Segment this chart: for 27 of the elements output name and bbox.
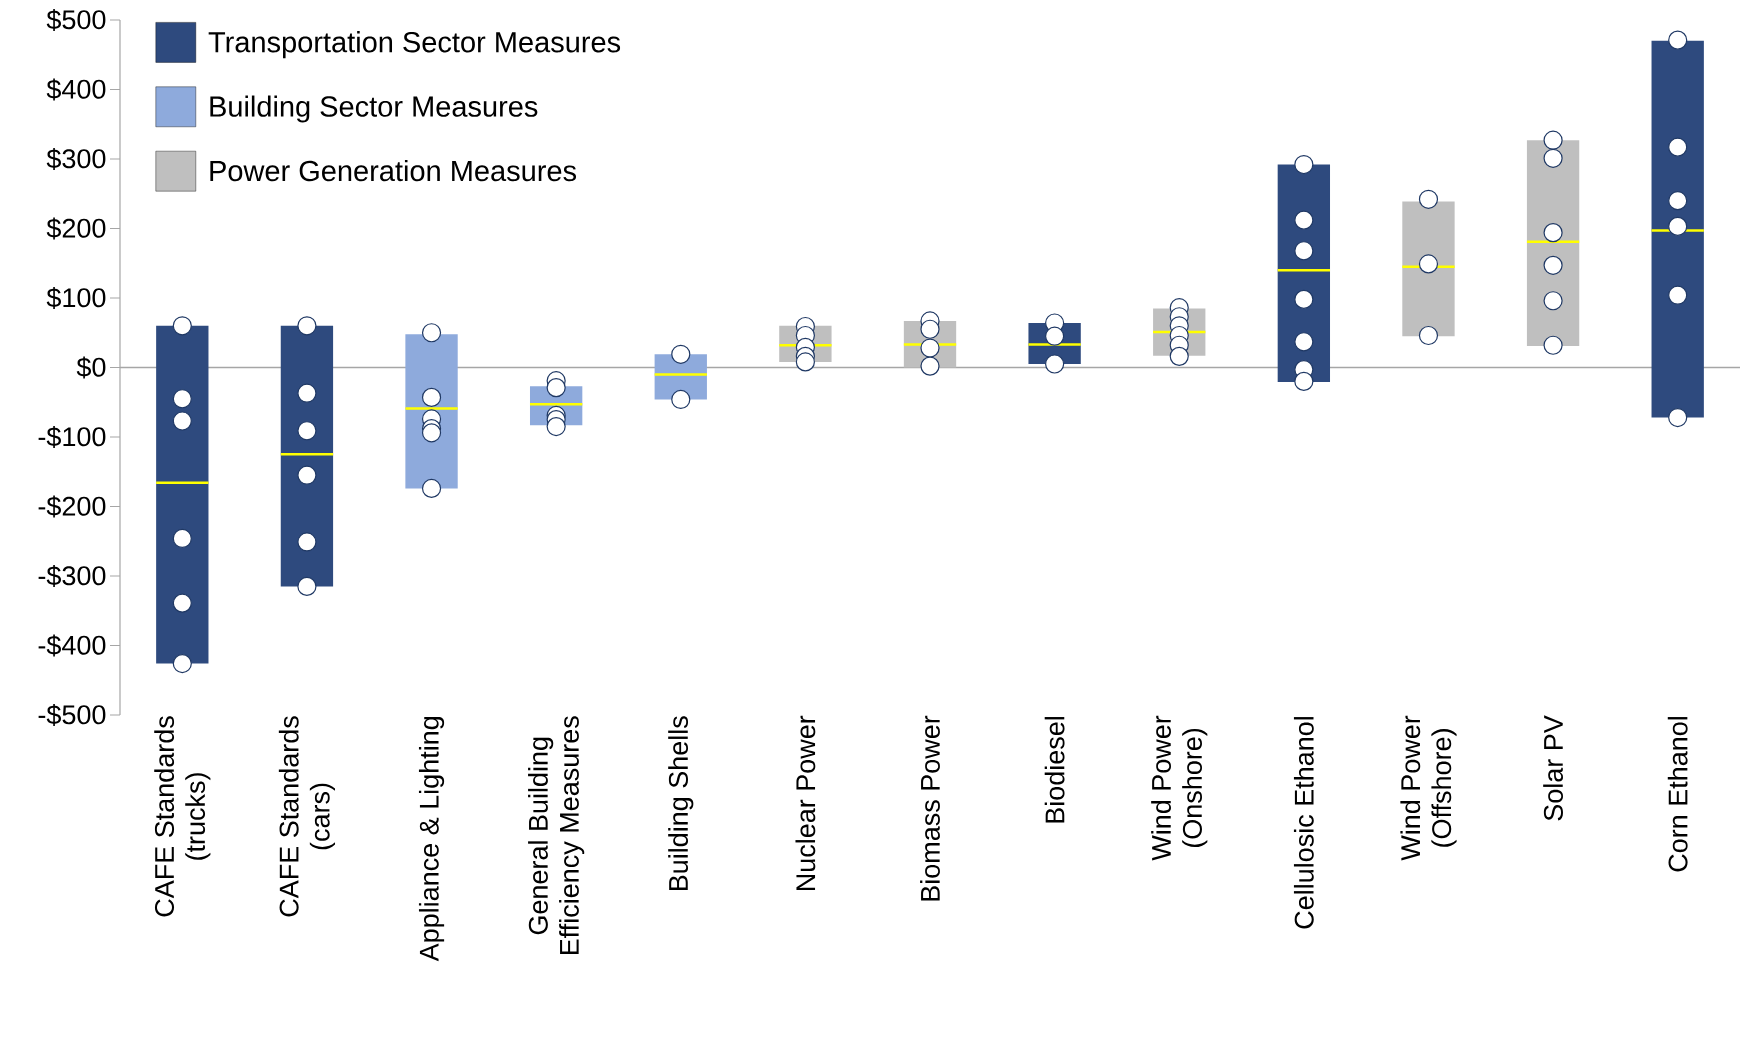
- x-tick-label: Biodiesel: [1044, 717, 1065, 823]
- x-tick-label: Wind Power (Offshore): [1400, 715, 1457, 861]
- x-tick-label: General Building Efficiency Measures: [528, 716, 585, 955]
- y-tick-label: $400: [46, 78, 106, 101]
- x-tick-label: Solar PV: [1543, 715, 1563, 821]
- y-tick-label: -$500: [38, 704, 106, 726]
- x-tick-label: CAFE Standards (cars): [278, 716, 336, 917]
- legend-label: Building Sector Measures: [210, 95, 538, 123]
- legend-label: Power Generation Measures: [210, 159, 577, 182]
- y-tick-label: -$200: [38, 495, 106, 518]
- x-tick-label: Wind Power (Onshore): [1151, 715, 1208, 861]
- y-tick-label: $200: [46, 217, 106, 240]
- y-tick-label: -$400: [38, 634, 106, 657]
- x-tick-label: Biomass Power: [920, 715, 940, 901]
- y-tick-label: $100: [46, 287, 106, 309]
- y-tick-label: $300: [46, 148, 106, 170]
- y-tick-label: -$300: [38, 565, 106, 587]
- y-tick-label: $0: [76, 356, 106, 379]
- x-tick-label: CAFE Standards (trucks): [154, 716, 211, 917]
- x-tick-label: Building Shells: [668, 716, 694, 891]
- y-tick-label: $500: [46, 9, 106, 31]
- x-tick-label: Corn Ethanol: [1667, 717, 1688, 872]
- legend-label: Transportation Sector Measures: [208, 31, 621, 59]
- x-tick-label: Appliance & Lighting: [418, 717, 445, 962]
- y-tick-label: -$100: [38, 426, 106, 448]
- x-tick-label: Nuclear Power: [795, 715, 816, 891]
- x-tick-label: Cellulosic Ethanol: [1293, 717, 1314, 929]
